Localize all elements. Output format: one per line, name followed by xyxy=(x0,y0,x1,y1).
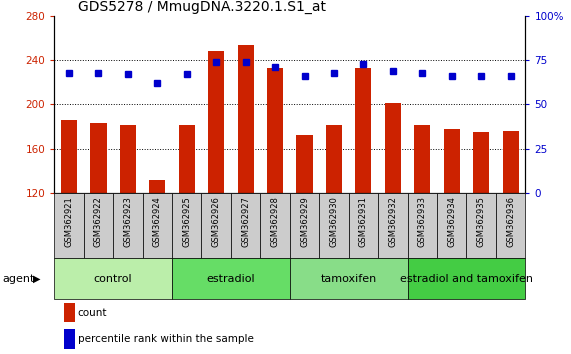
Bar xyxy=(467,193,496,258)
Text: GSM362934: GSM362934 xyxy=(447,196,456,247)
Text: tamoxifen: tamoxifen xyxy=(320,274,377,284)
Bar xyxy=(54,258,172,299)
Text: estradiol: estradiol xyxy=(207,274,255,284)
Bar xyxy=(296,135,312,193)
Text: percentile rank within the sample: percentile rank within the sample xyxy=(78,334,254,344)
Bar xyxy=(113,193,143,258)
Text: GSM362926: GSM362926 xyxy=(212,196,220,247)
Bar xyxy=(120,125,136,193)
Text: GDS5278 / MmugDNA.3220.1.S1_at: GDS5278 / MmugDNA.3220.1.S1_at xyxy=(78,0,326,13)
Text: GSM362930: GSM362930 xyxy=(329,196,339,247)
Bar xyxy=(208,51,224,193)
Bar xyxy=(54,193,84,258)
Bar xyxy=(408,193,437,258)
Bar xyxy=(64,329,75,348)
Text: GSM362929: GSM362929 xyxy=(300,196,309,247)
Text: GSM362933: GSM362933 xyxy=(418,196,427,247)
Text: estradiol and tamoxifen: estradiol and tamoxifen xyxy=(400,274,533,284)
Text: GSM362925: GSM362925 xyxy=(182,196,191,247)
Bar xyxy=(179,125,195,193)
Text: GSM362935: GSM362935 xyxy=(477,196,486,247)
Text: GSM362936: GSM362936 xyxy=(506,196,515,247)
Bar xyxy=(326,125,342,193)
Bar xyxy=(90,123,107,193)
Bar xyxy=(437,193,467,258)
Bar xyxy=(202,193,231,258)
Bar xyxy=(408,258,525,299)
Text: GSM362928: GSM362928 xyxy=(271,196,280,247)
Bar xyxy=(290,193,319,258)
Bar xyxy=(496,193,525,258)
Bar xyxy=(355,68,372,193)
Text: GSM362931: GSM362931 xyxy=(359,196,368,247)
Bar xyxy=(238,45,254,193)
Bar xyxy=(143,193,172,258)
Bar xyxy=(319,193,349,258)
Text: GSM362921: GSM362921 xyxy=(65,196,74,247)
Bar xyxy=(414,125,431,193)
Bar xyxy=(444,129,460,193)
Bar xyxy=(260,193,289,258)
Bar xyxy=(385,103,401,193)
Bar xyxy=(61,120,77,193)
Bar xyxy=(502,131,518,193)
Bar xyxy=(149,180,166,193)
Bar xyxy=(172,258,290,299)
Bar xyxy=(267,68,283,193)
Text: ▶: ▶ xyxy=(33,274,41,284)
Text: GSM362932: GSM362932 xyxy=(388,196,397,247)
Text: GSM362923: GSM362923 xyxy=(123,196,132,247)
Bar xyxy=(231,193,260,258)
Text: GSM362922: GSM362922 xyxy=(94,196,103,247)
Bar xyxy=(290,258,408,299)
Bar xyxy=(349,193,378,258)
Bar xyxy=(473,132,489,193)
Text: count: count xyxy=(78,308,107,318)
Text: GSM362924: GSM362924 xyxy=(153,196,162,247)
Text: GSM362927: GSM362927 xyxy=(241,196,250,247)
Bar xyxy=(64,303,75,322)
Bar xyxy=(172,193,202,258)
Bar xyxy=(378,193,408,258)
Text: agent: agent xyxy=(3,274,35,284)
Text: control: control xyxy=(94,274,132,284)
Bar xyxy=(84,193,113,258)
